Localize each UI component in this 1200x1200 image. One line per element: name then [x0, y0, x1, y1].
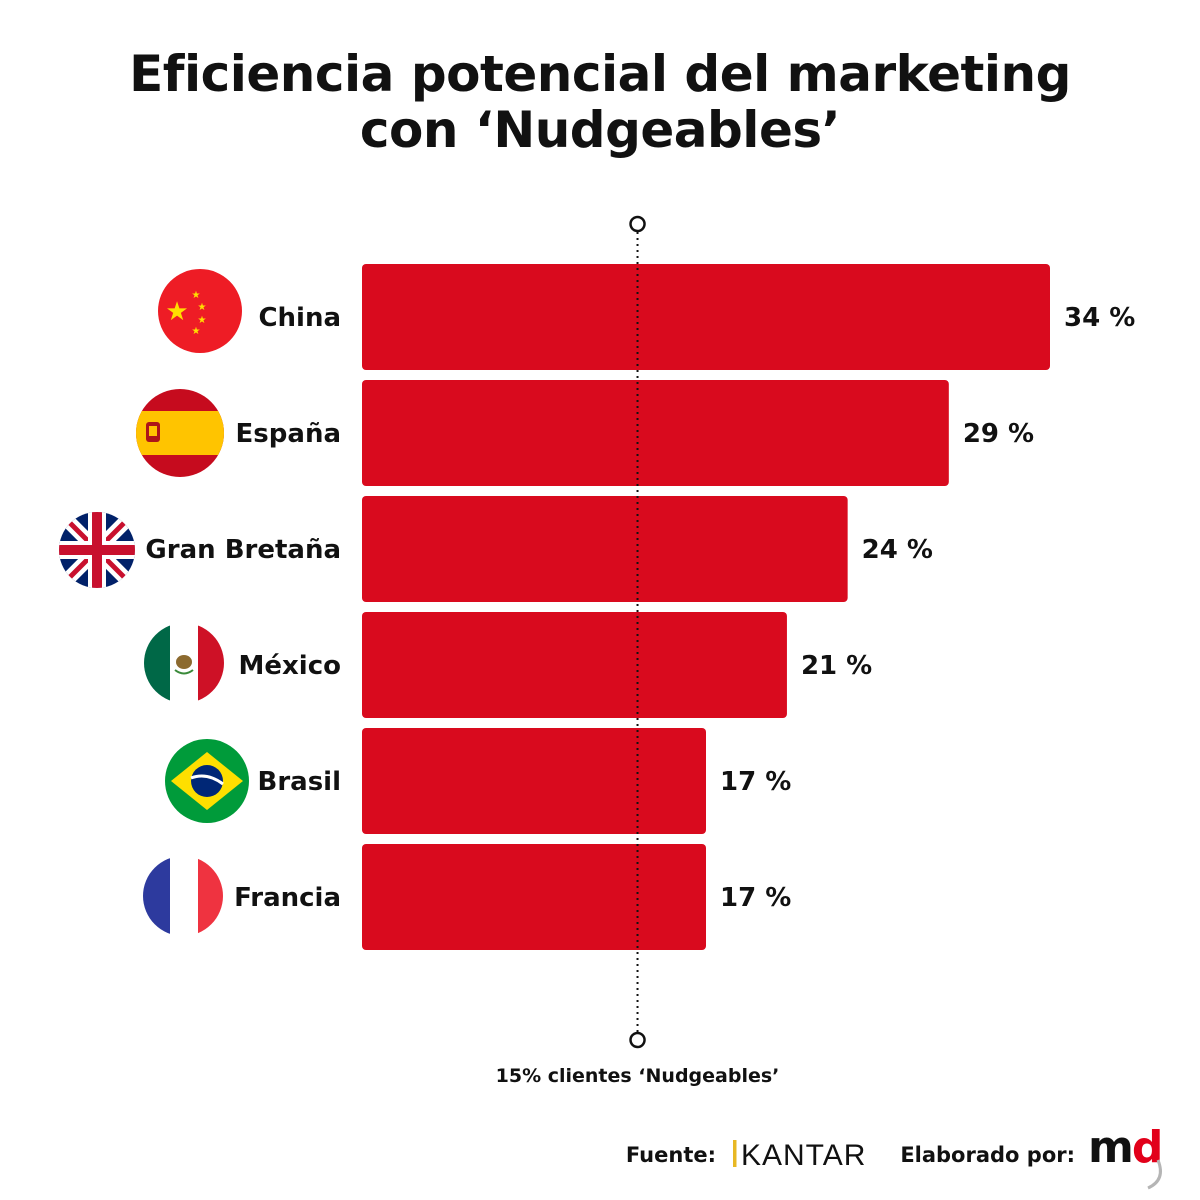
value-label: 21 % — [801, 651, 872, 681]
kantar-logo-accent — [733, 1140, 737, 1167]
md-logo-swoosh — [1147, 1159, 1162, 1190]
bar-francia — [362, 844, 706, 950]
kantar-logo: KANTAR — [733, 1139, 866, 1172]
bar-china — [362, 264, 1050, 370]
category-label: Brasil — [258, 767, 341, 797]
title-line-1: Eficiencia potencial del marketing — [129, 45, 1071, 103]
reference-line-bottom-marker — [629, 1031, 646, 1049]
category-label: México — [239, 651, 341, 681]
source-label: Fuente: — [626, 1143, 716, 1167]
made-by-label: Elaborado por: — [900, 1143, 1075, 1167]
svg-text:★: ★ — [198, 302, 207, 313]
china-flag-icon: ★ ★ ★ ★ ★ — [158, 269, 242, 353]
labels-layer: China 34 % España 29 % Gran Bretaña 24 % Méxic… — [145, 303, 1135, 913]
kantar-logo-text: KANTAR — [741, 1139, 866, 1172]
svg-text:★: ★ — [192, 326, 201, 337]
bar-brasil — [362, 728, 706, 834]
md-logo-text: md — [1088, 1122, 1161, 1173]
svg-text:★: ★ — [198, 315, 207, 326]
reference-line-label: 15% clientes ‘Nudgeables’ — [496, 1065, 780, 1087]
reference-line-top-marker — [629, 215, 646, 233]
svg-text:★: ★ — [192, 290, 201, 301]
value-label: 17 % — [720, 883, 791, 913]
mexico-flag-icon — [144, 623, 224, 703]
md-logo-m: m — [1088, 1122, 1132, 1173]
category-label: España — [236, 419, 341, 449]
bar-méxico — [362, 612, 787, 718]
category-label: Francia — [234, 883, 341, 913]
title-line-2: con ‘Nudgeables’ — [359, 101, 841, 159]
value-label: 24 % — [862, 535, 933, 565]
value-label: 17 % — [720, 767, 791, 797]
footer: Fuente: KANTAR Elaborado por: md — [626, 1122, 1163, 1190]
reference-line-group: 15% clientes ‘Nudgeables’ — [496, 215, 780, 1087]
value-label: 29 % — [963, 419, 1034, 449]
uk-flag-icon — [59, 512, 135, 588]
value-label: 34 % — [1064, 303, 1135, 333]
bars-layer — [362, 264, 1050, 950]
category-label: Gran Bretaña — [145, 535, 341, 565]
brazil-flag-icon — [165, 739, 249, 823]
category-label: China — [258, 303, 341, 333]
france-flag-icon — [143, 856, 223, 936]
svg-text:★: ★ — [165, 297, 188, 327]
md-logo-d: d — [1132, 1122, 1162, 1173]
bar-gran-bretaña — [362, 496, 848, 602]
bar-españa — [362, 380, 949, 486]
md-logo: md — [1088, 1122, 1163, 1190]
page-title: Eficiencia potencial del marketing con ‘… — [0, 46, 1200, 158]
spain-flag-icon — [136, 389, 224, 477]
